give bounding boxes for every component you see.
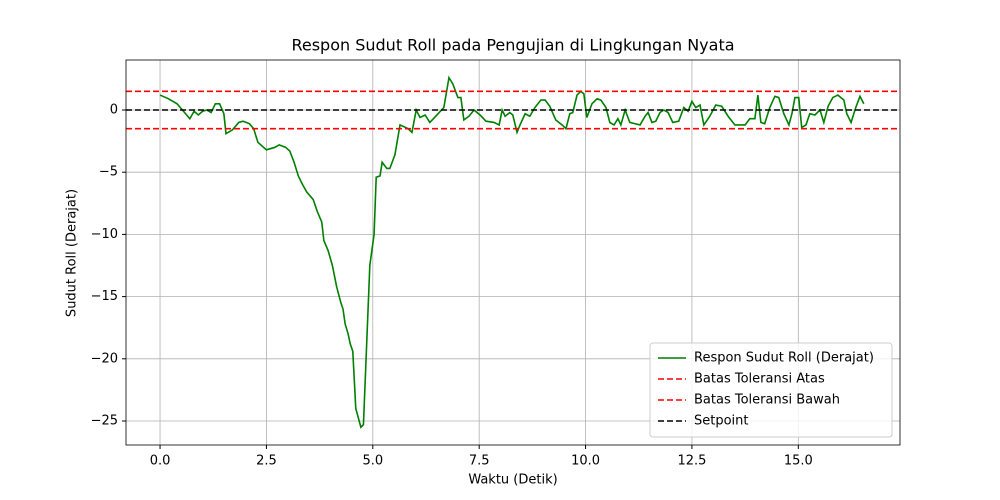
legend-label: Setpoint [694,414,749,429]
x-axis-label: Waktu (Detik) [468,473,557,488]
x-tick-label: 2.5 [256,454,277,469]
x-tick-label: 10.0 [571,454,600,469]
y-axis-label: Sudut Roll (Derajat) [65,189,80,317]
y-tick-label: −15 [91,289,118,304]
y-tick-label: 0 [110,103,118,118]
y-tick-label: −25 [91,413,118,428]
y-tick-label: −10 [91,227,118,242]
x-tick-label: 5.0 [362,454,383,469]
data-line [159,75,865,429]
legend-label: Respon Sudut Roll (Derajat) [694,351,874,366]
y-tick-label: −5 [99,165,118,180]
legend-box [649,342,893,438]
x-tick-label: 12.5 [677,454,706,469]
legend-label: Batas Toleransi Bawah [694,393,840,408]
x-tick-label: 15.0 [784,454,813,469]
plot-frame [125,59,901,446]
x-tick-label: 0.0 [150,454,171,469]
chart-title: Respon Sudut Roll pada Pengujian di Ling… [291,36,734,55]
y-tick-label: −20 [91,351,118,366]
x-tick-label: 7.5 [469,454,490,469]
legend-label: Batas Toleransi Atas [694,372,825,387]
